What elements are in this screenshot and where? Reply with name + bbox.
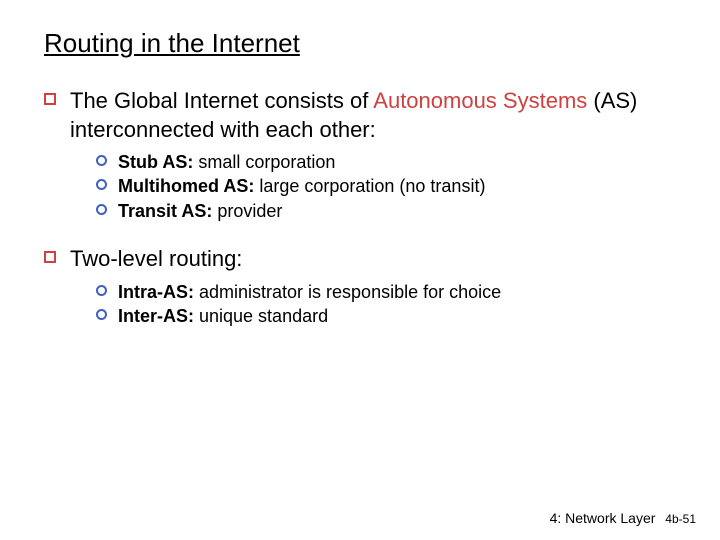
sub-bullet: Transit AS: provider	[96, 199, 676, 223]
sub-bullet: Inter-AS: unique standard	[96, 304, 676, 328]
circle-bullet-icon	[96, 285, 107, 296]
footer-chapter: 4: Network Layer	[550, 510, 656, 526]
sub-bullet: Intra-AS: administrator is responsible f…	[96, 280, 676, 304]
sub-text: administrator is responsible for choice	[194, 282, 501, 302]
sub-text: small corporation	[193, 152, 335, 172]
sub-text: large corporation (no transit)	[254, 176, 485, 196]
square-bullet-icon	[44, 93, 56, 105]
square-bullet-icon	[44, 251, 56, 263]
sub-label: Stub AS:	[118, 152, 193, 172]
slide-footer: 4: Network Layer 4b-51	[550, 510, 696, 526]
sub-text: provider	[212, 201, 282, 221]
sub-label: Inter-AS:	[118, 306, 194, 326]
footer-page: 4b-51	[665, 512, 696, 526]
slide-title: Routing in the Internet	[44, 28, 676, 59]
circle-bullet-icon	[96, 155, 107, 166]
circle-bullet-icon	[96, 204, 107, 215]
circle-bullet-icon	[96, 309, 107, 320]
sub-text: unique standard	[194, 306, 328, 326]
bullet-1: The Global Internet consists of Autonomo…	[44, 87, 676, 144]
bullet-1-accent: Autonomous Systems	[373, 88, 587, 113]
bullet-2-pre: Two-level routing:	[70, 246, 242, 271]
sub-bullet: Multihomed AS: large corporation (no tra…	[96, 174, 676, 198]
sub-label: Intra-AS:	[118, 282, 194, 302]
bullet-2: Two-level routing:	[44, 245, 676, 274]
sub-label: Multihomed AS:	[118, 176, 254, 196]
bullet-1-pre: The Global Internet consists of	[70, 88, 373, 113]
circle-bullet-icon	[96, 179, 107, 190]
sub-label: Transit AS:	[118, 201, 212, 221]
sub-bullet: Stub AS: small corporation	[96, 150, 676, 174]
